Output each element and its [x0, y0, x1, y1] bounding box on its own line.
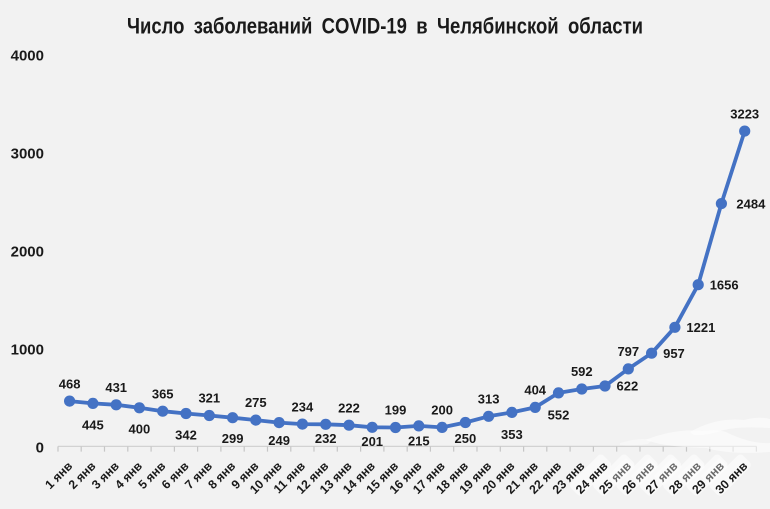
svg-text:957: 957 [663, 346, 685, 361]
svg-text:2484: 2484 [736, 196, 766, 211]
svg-text:0: 0 [36, 439, 44, 456]
svg-text:797: 797 [617, 344, 639, 359]
svg-text:592: 592 [571, 364, 593, 379]
svg-text:622: 622 [617, 379, 639, 394]
svg-text:342: 342 [175, 427, 197, 442]
svg-text:445: 445 [82, 418, 104, 433]
svg-text:1656: 1656 [710, 277, 739, 292]
svg-text:201: 201 [361, 434, 383, 449]
svg-text:1000: 1000 [11, 341, 44, 358]
svg-text:Число заболеваний COVID-19 в Ч: Число заболеваний COVID-19 в Челябинской… [127, 14, 643, 39]
svg-text:3000: 3000 [11, 145, 44, 162]
svg-text:250: 250 [455, 431, 477, 446]
svg-text:321: 321 [198, 391, 220, 406]
svg-text:299: 299 [222, 431, 244, 446]
svg-text:552: 552 [548, 408, 570, 423]
svg-text:232: 232 [315, 431, 337, 446]
svg-text:275: 275 [245, 395, 267, 410]
svg-text:200: 200 [431, 403, 453, 418]
svg-text:404: 404 [524, 383, 546, 398]
svg-text:3223: 3223 [730, 106, 759, 121]
svg-text:249: 249 [268, 433, 290, 448]
svg-text:431: 431 [105, 380, 127, 395]
svg-text:222: 222 [338, 400, 360, 415]
svg-text:215: 215 [408, 434, 430, 449]
svg-text:365: 365 [152, 386, 174, 401]
svg-text:468: 468 [59, 376, 81, 391]
svg-text:199: 199 [385, 403, 407, 418]
svg-text:313: 313 [478, 392, 500, 407]
svg-text:2000: 2000 [11, 243, 44, 260]
svg-text:400: 400 [129, 422, 151, 437]
svg-text:353: 353 [501, 427, 523, 442]
svg-text:1221: 1221 [686, 320, 715, 335]
svg-text:234: 234 [292, 399, 314, 414]
svg-text:4000: 4000 [11, 47, 44, 64]
